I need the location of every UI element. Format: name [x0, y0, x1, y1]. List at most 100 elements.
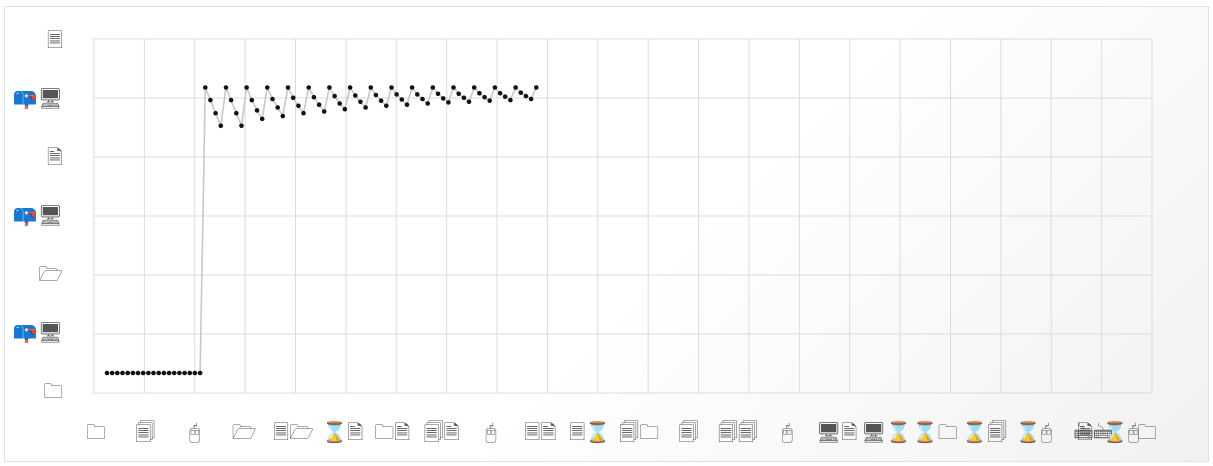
data-point	[368, 85, 374, 90]
data-point	[420, 96, 425, 102]
data-point	[446, 100, 451, 105]
data-point	[228, 97, 234, 103]
data-point	[120, 370, 125, 376]
data-point	[259, 116, 265, 122]
x-tick-label: 🖥⌛	[861, 420, 911, 444]
data-point	[430, 85, 436, 90]
data-point	[399, 97, 405, 102]
data-point	[321, 109, 327, 114]
y-tick-label: 🗀	[43, 379, 63, 403]
data-point	[166, 370, 172, 376]
x-tick-label: 🗎🖮	[1077, 420, 1113, 444]
data-point	[203, 85, 208, 90]
x-tick-label: 🗐🗀	[619, 420, 659, 444]
grid	[93, 38, 1153, 394]
data-point	[471, 85, 477, 90]
data-point	[404, 102, 410, 107]
data-point	[415, 92, 420, 97]
data-point	[461, 95, 467, 101]
data-point	[280, 113, 286, 119]
data-point	[275, 105, 281, 110]
data-point	[239, 123, 244, 129]
data-point	[425, 101, 431, 106]
data-point	[487, 98, 493, 103]
data-point	[270, 96, 275, 102]
data-point	[384, 103, 389, 109]
data-point	[140, 370, 146, 376]
data-point	[508, 97, 513, 103]
data-point	[208, 97, 213, 103]
x-tick-label: 🗀🗎	[374, 420, 410, 444]
data-point	[394, 92, 399, 97]
data-point	[135, 370, 141, 376]
data-point	[218, 123, 224, 129]
x-tick-label: 🖰	[781, 420, 793, 444]
x-tick-label: 🖰	[485, 420, 497, 444]
data-point	[125, 370, 130, 376]
data-point	[213, 110, 218, 116]
data-point	[192, 370, 198, 376]
data-point	[290, 95, 296, 101]
data-point	[497, 90, 503, 96]
data-point	[477, 90, 482, 96]
data-point	[223, 85, 229, 90]
x-tick-label: 🗀	[86, 420, 106, 444]
x-axis-tick-labels: 🗀 🗐 🖰 🗁 🗏🗁 ⌛🗎 🗀🗎 🗐🗎 🖰 🗏🗎 🗏⌛ 🗐🗀 🗐 🗐🗐 🖰 🖥🗎 🖥⌛ ⌛🗀 ⌛🗐 ⌛🖰 🖮🗎🖮⌛🖰🗀	[86, 420, 1157, 444]
data-point	[353, 93, 358, 98]
y-tick-label: 📪🖥	[13, 320, 63, 344]
line-chart: 🗀📪🖥🗁📪🖥🗎📪🖥🗏 🗀 🗐 🖰 🗁 🗏🗁 ⌛🗎 🗀🗎 🗐🗎 🖰 🗏🗎 🗏⌛ 🗐🗀 🗐 🗐🗐 🖰 🖥🗎 🖥⌛ ⌛🗀…	[13, 28, 1157, 444]
data-point	[332, 93, 337, 99]
y-tick-label: 📪🖥	[13, 203, 63, 227]
series-path	[107, 84, 538, 374]
y-tick-label: 🗁	[38, 262, 63, 286]
y-tick-label: 🗎	[47, 145, 63, 169]
y-tick-label: 📪🖥	[13, 86, 63, 110]
data-point	[249, 97, 255, 103]
y-axis-tick-labels: 🗀 📪🖥 🗁 📪🖥 🗎 📪🖥 🗏	[13, 28, 63, 403]
data-point	[244, 85, 249, 90]
data-point	[161, 370, 167, 376]
data-point	[337, 101, 343, 106]
x-tick-label: 🖥🗎	[816, 420, 857, 444]
data-point	[306, 85, 312, 90]
data-point	[177, 370, 182, 376]
data-point	[187, 370, 193, 376]
x-tick-label: ⌛🗎	[322, 420, 363, 444]
data-point	[156, 370, 161, 376]
data-point	[151, 370, 156, 376]
data-point	[528, 96, 534, 102]
data-point	[482, 94, 487, 100]
data-point	[409, 85, 415, 90]
x-tick-label: 🖮	[1073, 420, 1093, 444]
x-tick-label: 🖰	[189, 420, 201, 444]
data-point	[301, 110, 306, 116]
data-point	[311, 94, 317, 100]
data-point	[254, 108, 260, 113]
x-tick-label: 🗐	[678, 420, 698, 444]
data-point	[378, 98, 384, 103]
data-point	[316, 102, 322, 107]
data-point	[513, 85, 518, 90]
data-point	[440, 96, 446, 101]
data-point	[104, 370, 110, 376]
y-tick-label: 🗏	[47, 28, 63, 52]
data-point	[389, 85, 394, 90]
data-point	[146, 370, 151, 376]
data-point	[285, 85, 291, 90]
data-point	[130, 370, 136, 376]
data-point	[373, 92, 379, 98]
data-point	[435, 91, 441, 97]
x-tick-label: 🗐	[135, 420, 155, 444]
data-point	[115, 370, 120, 376]
data-point	[347, 85, 353, 90]
data-point	[358, 99, 363, 105]
data-point	[451, 85, 456, 90]
x-tick-label: ⌛🖰	[1016, 420, 1053, 444]
data-point	[518, 90, 524, 95]
data-point	[265, 85, 270, 90]
x-tick-label: 🗐🗎	[424, 420, 460, 444]
data-point	[171, 370, 177, 376]
data-point	[492, 85, 498, 90]
x-tick-label: ⌛🖰	[1103, 420, 1140, 444]
data-point	[363, 105, 368, 110]
